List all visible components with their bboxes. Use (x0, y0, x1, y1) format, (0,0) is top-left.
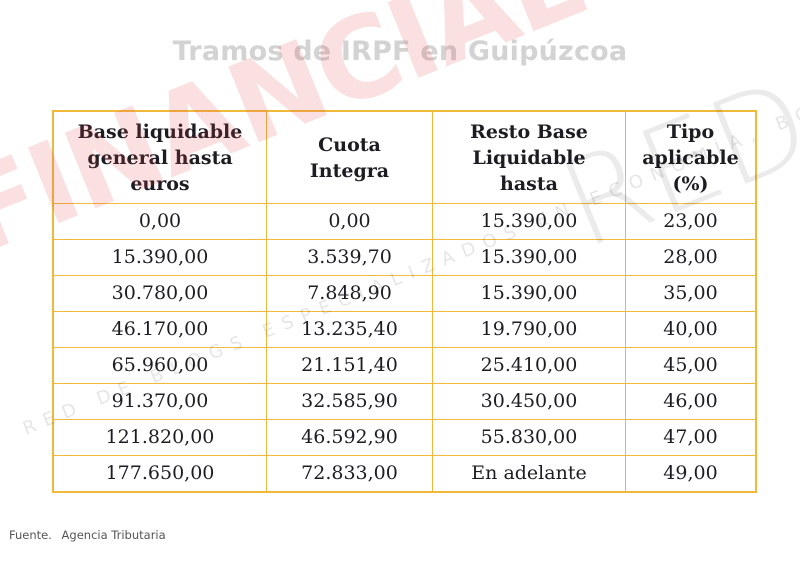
irpf-brackets-table: Base liquidable general hasta euros Cuot… (52, 110, 757, 493)
cell-tipo-aplicable: 23,00 (625, 203, 757, 240)
table-row: 15.390,00 3.539,70 15.390,00 28,00 (52, 239, 757, 276)
cell-tipo-aplicable: 35,00 (625, 275, 757, 312)
header-resto-base: Resto Base Liquidable hasta (432, 110, 626, 204)
table-row: 65.960,00 21.151,40 25.410,00 45,00 (52, 347, 757, 384)
header-line: Tipo (666, 120, 715, 143)
cell-base-liquidable: 65.960,00 (52, 347, 267, 384)
header-line: Resto Base (470, 120, 588, 143)
cell-resto-base: En adelante (432, 455, 626, 493)
header-line: hasta (500, 172, 558, 195)
header-base-liquidable: Base liquidable general hasta euros (52, 110, 267, 204)
table-row: 121.820,00 46.592,90 55.830,00 47,00 (52, 419, 757, 456)
cell-base-liquidable: 177.650,00 (52, 455, 267, 493)
cell-tipo-aplicable: 40,00 (625, 311, 757, 348)
header-line: Integra (309, 159, 390, 182)
cell-resto-base: 15.390,00 (432, 203, 626, 240)
header-tipo-aplicable: Tipo aplicable (%) (625, 110, 757, 204)
source-label: Fuente. (9, 528, 52, 542)
cell-resto-base: 25.410,00 (432, 347, 626, 384)
cell-tipo-aplicable: 28,00 (625, 239, 757, 276)
cell-resto-base: 19.790,00 (432, 311, 626, 348)
header-cuota-integra: Cuota Integra (266, 110, 433, 204)
cell-resto-base: 30.450,00 (432, 383, 626, 420)
cell-base-liquidable: 15.390,00 (52, 239, 267, 276)
cell-tipo-aplicable: 49,00 (625, 455, 757, 493)
cell-cuota-integra: 3.539,70 (266, 239, 433, 276)
header-line: (%) (672, 172, 709, 195)
cell-base-liquidable: 46.170,00 (52, 311, 267, 348)
cell-base-liquidable: 30.780,00 (52, 275, 267, 312)
cell-tipo-aplicable: 45,00 (625, 347, 757, 384)
cell-resto-base: 55.830,00 (432, 419, 626, 456)
cell-tipo-aplicable: 46,00 (625, 383, 757, 420)
cell-cuota-integra: 72.833,00 (266, 455, 433, 493)
header-line: Cuota (318, 133, 381, 156)
table-row: 30.780,00 7.848,90 15.390,00 35,00 (52, 275, 757, 312)
cell-cuota-integra: 46.592,90 (266, 419, 433, 456)
irpf-brackets-table-container: Base liquidable general hasta euros Cuot… (52, 110, 757, 493)
header-line: general hasta (87, 146, 233, 169)
header-line: Base liquidable (77, 120, 243, 143)
cell-resto-base: 15.390,00 (432, 275, 626, 312)
cell-cuota-integra: 7.848,90 (266, 275, 433, 312)
header-line: Liquidable (472, 146, 586, 169)
page-title: Tramos de IRPF en Guipúzcoa (172, 36, 628, 67)
source-note: Fuente. Agencia Tributaria (9, 528, 166, 542)
cell-cuota-integra: 32.585,90 (266, 383, 433, 420)
table-row: 0,00 0,00 15.390,00 23,00 (52, 203, 757, 240)
table-row: 91.370,00 32.585,90 30.450,00 46,00 (52, 383, 757, 420)
cell-base-liquidable: 121.820,00 (52, 419, 267, 456)
cell-base-liquidable: 0,00 (52, 203, 267, 240)
cell-cuota-integra: 0,00 (266, 203, 433, 240)
table-row: 177.650,00 72.833,00 En adelante 49,00 (52, 455, 757, 493)
header-line: euros (130, 172, 190, 195)
cell-cuota-integra: 21.151,40 (266, 347, 433, 384)
cell-base-liquidable: 91.370,00 (52, 383, 267, 420)
table-row: 46.170,00 13.235,40 19.790,00 40,00 (52, 311, 757, 348)
cell-resto-base: 15.390,00 (432, 239, 626, 276)
cell-tipo-aplicable: 47,00 (625, 419, 757, 456)
cell-cuota-integra: 13.235,40 (266, 311, 433, 348)
table-header-row: Base liquidable general hasta euros Cuot… (52, 110, 757, 204)
source-value: Agencia Tributaria (61, 528, 166, 542)
header-line: aplicable (642, 146, 739, 169)
